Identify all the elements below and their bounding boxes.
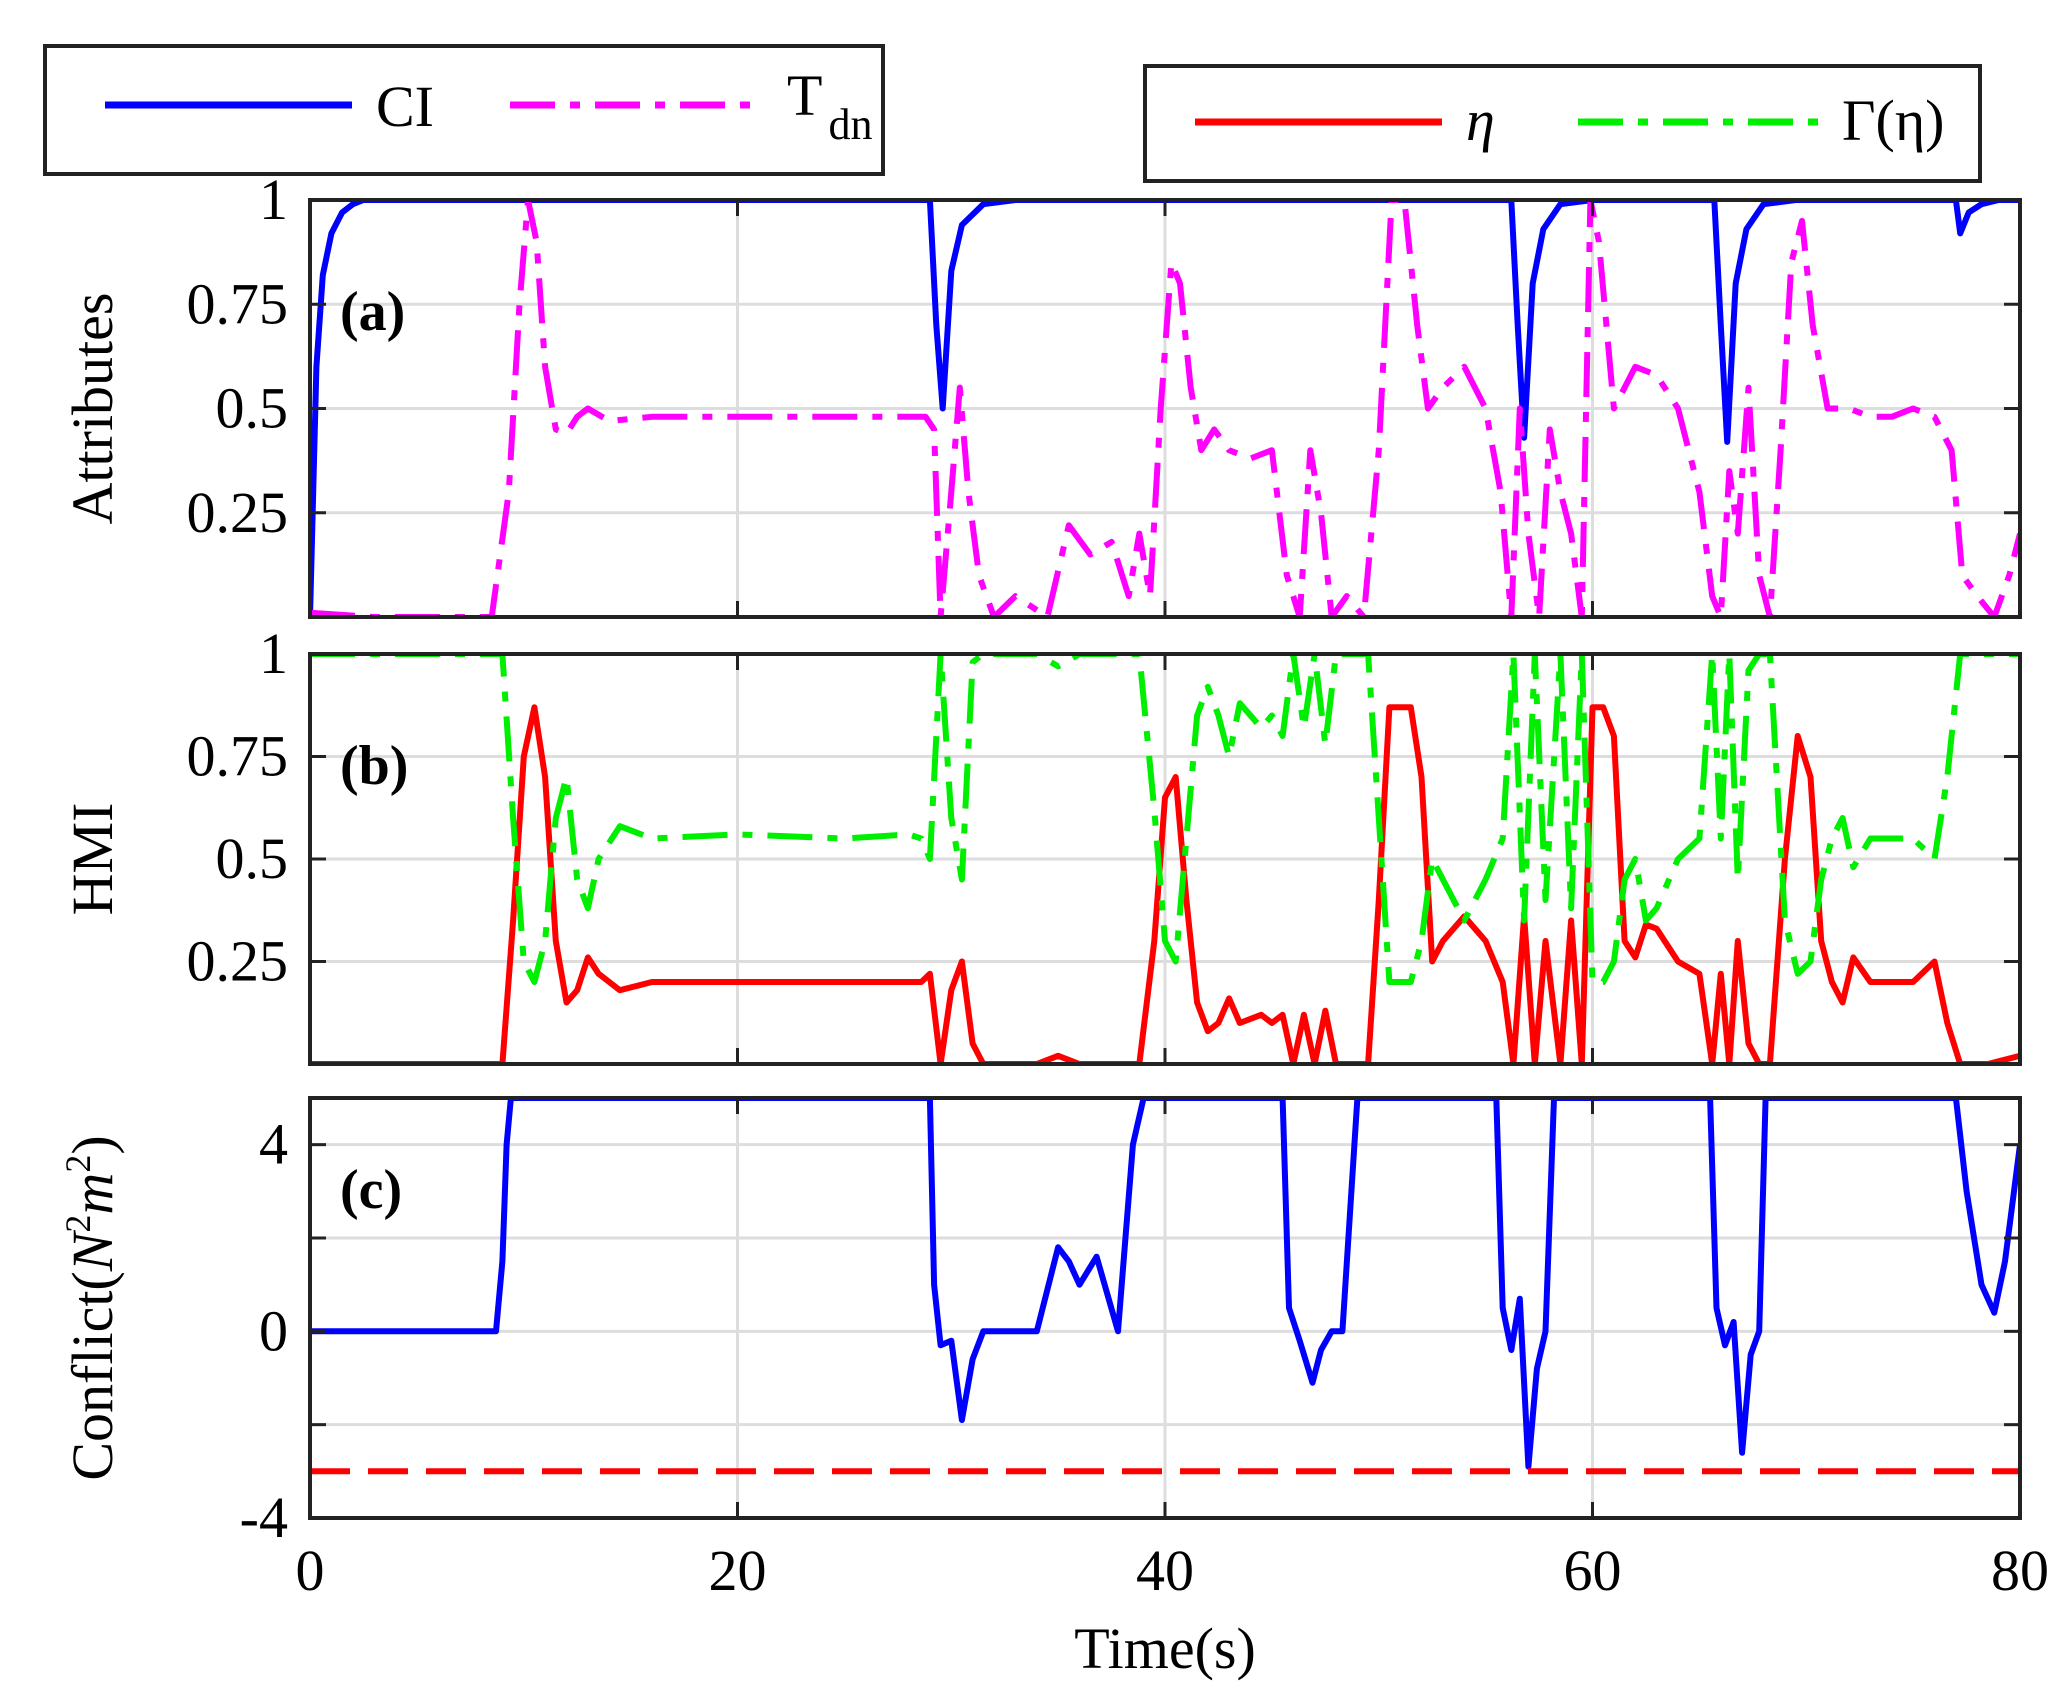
y-tick-label: -4	[240, 1485, 288, 1550]
panel-c-ylabel: Conflict(N2m2)	[58, 1135, 125, 1480]
panel-b: 0.25 0.5 0.75 1 (b) HMI	[60, 621, 2022, 1066]
y-tick-label: 1	[259, 621, 288, 686]
panel-c-grid	[310, 1098, 2020, 1518]
y-tick-label: 0	[259, 1298, 288, 1363]
series-line-conflict	[310, 1098, 2020, 1470]
y-tick-label: 0.75	[187, 724, 289, 789]
ylabel-part-close: )	[60, 1135, 125, 1154]
legend-left-box	[43, 44, 885, 176]
ylabel-part-m: m	[60, 1173, 125, 1215]
y-tick-label: 0.25	[187, 480, 289, 545]
series-line-	[310, 654, 2020, 985]
panel-a-ylabel: Attributes	[60, 293, 125, 525]
series-line-t-dn	[310, 200, 2020, 617]
x-tick-label: 60	[1564, 1538, 1622, 1603]
x-tick-label: 80	[1991, 1538, 2049, 1603]
y-tick-label: 0.25	[187, 929, 289, 994]
legend-label-t: T	[787, 63, 822, 128]
y-tick-label: 0.5	[216, 826, 289, 891]
legend-label-dn-subscript: dn	[828, 100, 872, 149]
x-tick-label: 40	[1136, 1538, 1194, 1603]
y-tick-label: 0.75	[187, 271, 289, 336]
legend-label-eta: η	[1466, 88, 1495, 153]
panel-a: 0.25 0.5 0.75 1 (a) Attributes	[60, 167, 2022, 619]
y-tick-label: 0.5	[216, 376, 289, 441]
x-tick-label: 0	[296, 1538, 325, 1603]
panel-a-ticks: 0.25 0.5 0.75 1	[187, 167, 2022, 617]
legend-label-ci: CI	[376, 74, 434, 139]
ylabel-part-m-exp: 2	[58, 1155, 98, 1173]
x-tick-label: 20	[709, 1538, 767, 1603]
x-axis-label: Time(s)	[1074, 1616, 1256, 1681]
ylabel-part-n-exp: 2	[58, 1215, 98, 1233]
panel-a-label: (a)	[340, 281, 405, 343]
ylabel-part-n: N	[60, 1229, 125, 1272]
panel-c-lines	[310, 1098, 2020, 1475]
panel-b-ticks: 0.25 0.5 0.75 1	[187, 621, 2022, 1064]
panel-b-ylabel: HMI	[60, 803, 125, 916]
panel-b-label: (b)	[340, 735, 408, 797]
y-tick-label: 4	[259, 1112, 288, 1177]
legend-label-gamma-eta: Γ(η)	[1842, 88, 1945, 153]
panel-c-label: (c)	[340, 1159, 402, 1221]
ylabel-part-conflict: Conflict(	[60, 1271, 125, 1480]
series-line-	[310, 704, 2020, 1064]
panel-b-lines	[310, 654, 2020, 1064]
legend-right: η Γ(η)	[1143, 64, 1982, 183]
y-tick-label: 1	[259, 167, 288, 232]
